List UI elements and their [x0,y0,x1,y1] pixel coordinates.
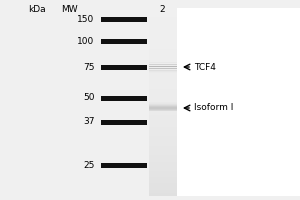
FancyBboxPatch shape [148,133,177,136]
FancyBboxPatch shape [148,29,177,33]
FancyBboxPatch shape [148,107,177,108]
FancyBboxPatch shape [148,92,177,96]
FancyBboxPatch shape [148,167,177,171]
FancyBboxPatch shape [148,183,177,187]
Text: TCF4: TCF4 [194,62,216,72]
FancyBboxPatch shape [148,109,177,110]
FancyBboxPatch shape [148,170,177,174]
FancyBboxPatch shape [148,36,177,39]
Text: Isoform I: Isoform I [194,104,234,112]
FancyBboxPatch shape [148,17,177,21]
FancyBboxPatch shape [148,108,177,111]
FancyBboxPatch shape [148,51,177,55]
Text: 50: 50 [83,94,94,102]
FancyBboxPatch shape [148,161,177,165]
FancyBboxPatch shape [148,95,177,99]
FancyBboxPatch shape [148,20,177,24]
FancyBboxPatch shape [100,65,147,70]
FancyBboxPatch shape [148,8,300,196]
FancyBboxPatch shape [148,45,177,49]
FancyBboxPatch shape [148,48,177,52]
FancyBboxPatch shape [148,89,177,93]
Text: 150: 150 [77,15,94,23]
FancyBboxPatch shape [148,67,177,71]
FancyBboxPatch shape [148,123,177,127]
FancyBboxPatch shape [148,39,177,42]
FancyBboxPatch shape [148,114,177,118]
FancyBboxPatch shape [100,96,147,101]
FancyBboxPatch shape [148,32,177,36]
FancyBboxPatch shape [148,152,177,155]
FancyBboxPatch shape [148,61,177,64]
FancyBboxPatch shape [148,148,177,152]
FancyBboxPatch shape [148,189,177,193]
FancyBboxPatch shape [148,70,177,74]
FancyBboxPatch shape [148,142,177,146]
FancyBboxPatch shape [100,120,147,125]
FancyBboxPatch shape [148,11,177,14]
FancyBboxPatch shape [148,105,177,106]
FancyBboxPatch shape [148,139,177,143]
FancyBboxPatch shape [148,23,177,27]
FancyBboxPatch shape [148,136,177,140]
FancyBboxPatch shape [148,186,177,190]
FancyBboxPatch shape [148,101,177,105]
FancyBboxPatch shape [100,39,147,44]
FancyBboxPatch shape [148,76,177,80]
Text: MW: MW [61,4,77,14]
FancyBboxPatch shape [148,155,177,158]
FancyBboxPatch shape [148,105,177,108]
FancyBboxPatch shape [100,17,147,22]
FancyBboxPatch shape [148,180,177,183]
Text: 25: 25 [83,160,94,170]
Text: 37: 37 [83,117,94,127]
FancyBboxPatch shape [148,79,177,83]
FancyBboxPatch shape [148,73,177,77]
FancyBboxPatch shape [148,64,177,68]
FancyBboxPatch shape [148,26,177,30]
FancyBboxPatch shape [148,177,177,180]
FancyBboxPatch shape [148,71,177,72]
Text: 75: 75 [83,62,94,72]
FancyBboxPatch shape [148,83,177,86]
Text: 2: 2 [159,4,165,14]
FancyBboxPatch shape [148,54,177,58]
FancyBboxPatch shape [148,126,177,130]
FancyBboxPatch shape [148,86,177,89]
Text: 100: 100 [77,36,94,46]
FancyBboxPatch shape [148,58,177,61]
FancyBboxPatch shape [148,173,177,177]
FancyBboxPatch shape [148,158,177,162]
FancyBboxPatch shape [148,103,177,104]
FancyBboxPatch shape [148,120,177,124]
FancyBboxPatch shape [148,145,177,149]
Text: kDa: kDa [28,4,46,14]
FancyBboxPatch shape [148,42,177,46]
FancyBboxPatch shape [148,111,177,115]
FancyBboxPatch shape [148,14,177,17]
FancyBboxPatch shape [148,98,177,102]
FancyBboxPatch shape [148,192,177,196]
FancyBboxPatch shape [148,117,177,121]
FancyBboxPatch shape [148,130,177,133]
FancyBboxPatch shape [148,70,177,71]
FancyBboxPatch shape [148,7,177,11]
FancyBboxPatch shape [100,163,147,168]
FancyBboxPatch shape [148,164,177,168]
